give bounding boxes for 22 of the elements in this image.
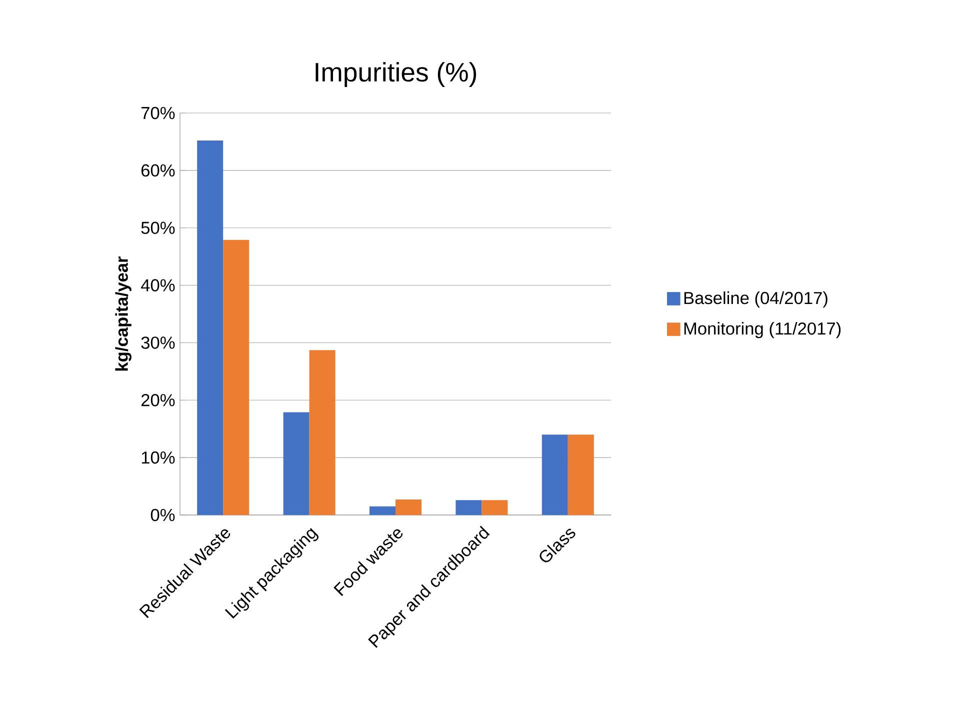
chart-title: Impurities (%) [316,62,476,87]
y-tick-label: 10% [142,451,175,464]
legend-label: Baseline (04/2017) [684,291,828,308]
y-tick-label: 60% [141,164,175,177]
bar [283,412,310,515]
bar [223,240,250,515]
legend-label: Monitoring (11/2017) [684,322,841,338]
bar [396,499,422,515]
bar [482,500,508,515]
y-tick-label: 40% [140,279,175,292]
y-axis-title: kg/capita/year [115,256,132,371]
y-tick-label: 0% [150,508,175,522]
bar [568,434,594,515]
bar [542,434,568,515]
bar [309,350,336,515]
y-tick-label: 70% [142,106,175,120]
bar [197,140,224,515]
y-tick-label: 50% [141,222,175,234]
y-tick-label: 30% [141,336,175,349]
y-tick-label: 20% [141,394,175,406]
bar [370,506,396,515]
bar [456,500,482,515]
